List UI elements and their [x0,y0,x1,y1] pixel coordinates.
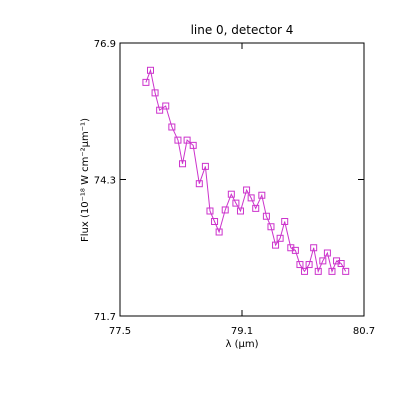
data-point [221,206,229,214]
data-point [281,218,289,225]
data-point [262,212,270,220]
data-point [215,228,223,236]
data-point [156,106,164,114]
data-point [211,218,219,225]
tick-labels: 77.5 79.1 80.7 71.7 74.3 76.9 [94,39,375,337]
y-tick-label: 71.7 [94,312,116,323]
y-tick-label: 74.3 [94,176,116,187]
data-point [168,123,176,131]
data-point [258,191,266,199]
data-point [310,244,318,252]
x-axis-title: λ (μm) [225,339,258,350]
data-point [243,186,251,194]
x-tick-label: 80.7 [353,326,375,337]
data-point [319,257,327,265]
data-point [227,190,235,198]
y-axis-title: Flux (10⁻¹⁸ W cm⁻²μm⁻¹) [80,118,91,242]
data-point [183,136,191,144]
data-point [296,261,304,269]
axis-ticks [119,42,365,317]
data-point [236,207,244,215]
data-point [314,267,322,275]
data-point [252,204,260,212]
data-point [342,267,350,275]
data-point [232,199,240,207]
series-line [145,68,347,274]
x-tick-label: 79.1 [231,326,253,337]
data-point [147,66,154,74]
data-point [206,207,214,215]
data-point [247,194,255,202]
data-point [272,241,280,249]
data-point [142,78,150,86]
plot-frame [119,42,365,317]
data-point [174,136,182,144]
data-point [323,249,331,257]
x-tick-label: 77.5 [109,326,131,337]
data-point [337,260,345,267]
data-point [305,261,313,269]
data-point [267,223,275,231]
series-flux [142,66,350,275]
data-point [189,141,197,149]
data-point [301,267,309,275]
data-point [162,102,170,110]
data-point [291,246,299,254]
data-point [276,234,284,242]
data-point [179,160,187,168]
data-point [328,267,336,275]
data-point [195,180,203,188]
chart-title: line 0, detector 4 [191,23,294,37]
data-point [201,162,209,170]
y-tick-label: 76.9 [94,39,116,50]
data-point [151,89,159,97]
